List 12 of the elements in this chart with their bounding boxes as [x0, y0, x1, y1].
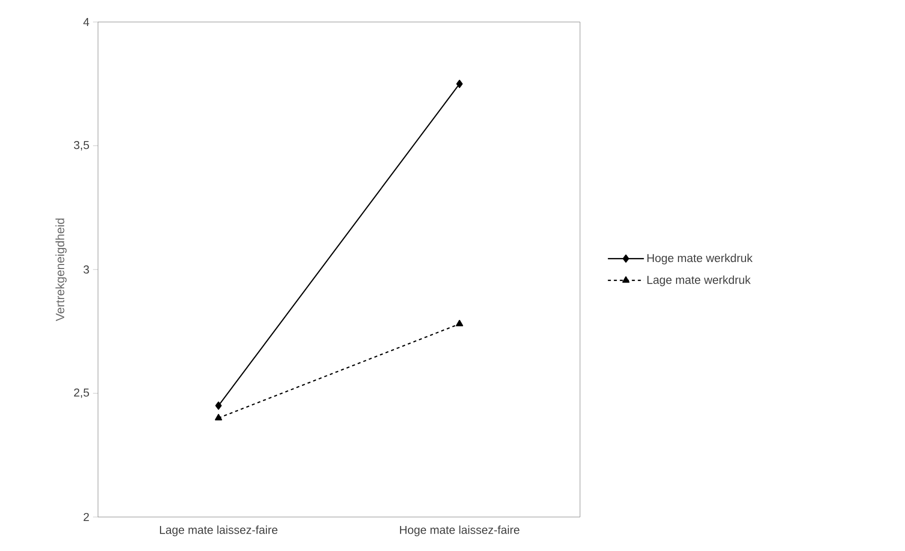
y-tick-label: 3,5 — [74, 140, 89, 150]
x-tick-label: Hoge mate laissez-faire — [400, 526, 520, 536]
point — [215, 402, 222, 410]
y-axis-title: Vertrekgeneigdheid — [55, 218, 67, 322]
legend-label: Hoge mate werkdruk — [647, 254, 753, 264]
legend-label: Lage mate werkdruk — [647, 275, 751, 286]
y-tick-label: 4 — [83, 18, 90, 26]
y-tick-label: 2 — [84, 512, 89, 522]
x-tick-label: Lage mate laissez-faire — [160, 526, 278, 536]
y-tick-label: 3 — [84, 265, 89, 274]
point — [456, 80, 463, 88]
y-tick-label: 2,5 — [74, 388, 89, 398]
